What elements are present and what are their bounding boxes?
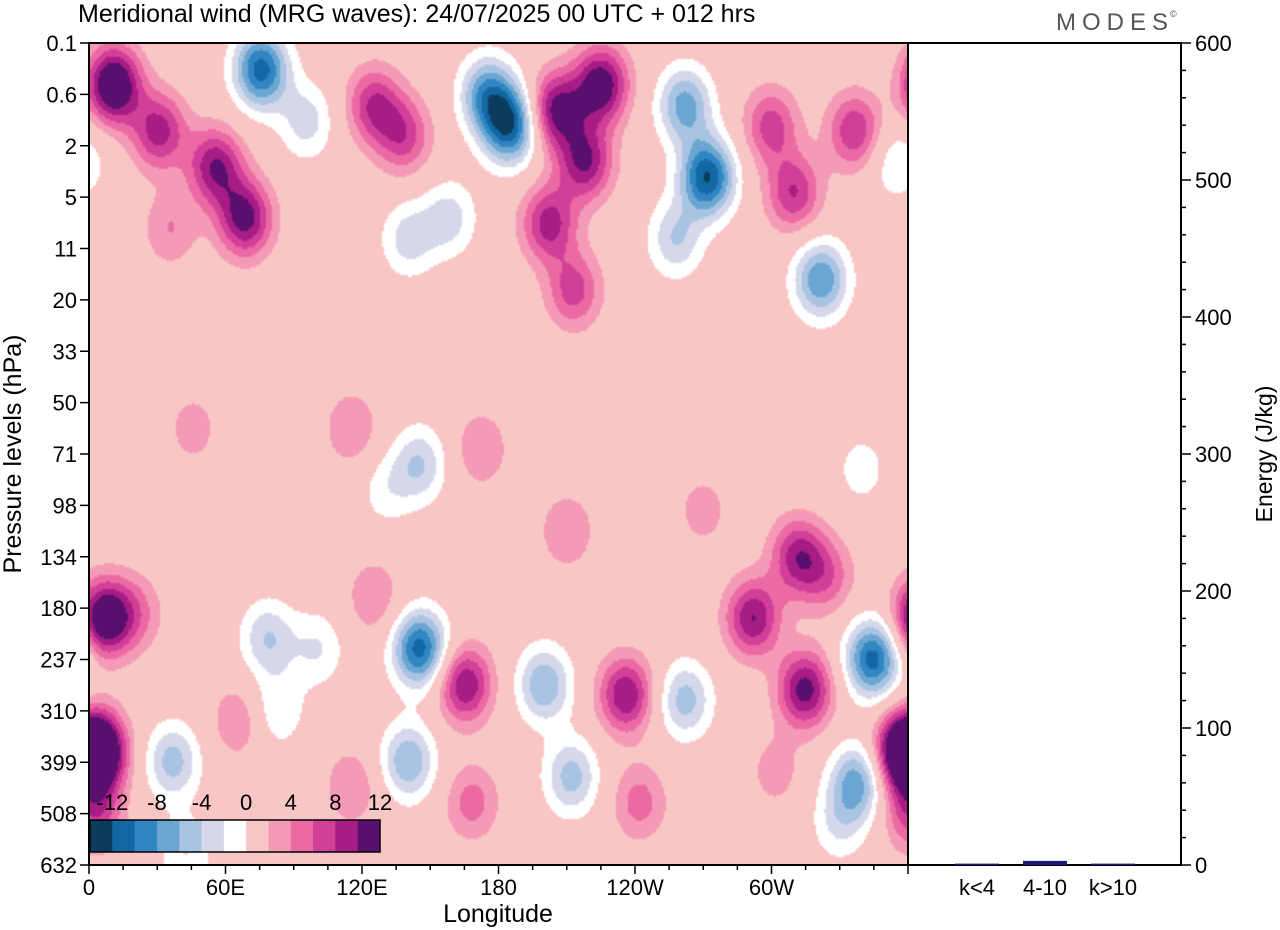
chart-title: Meridional wind (MRG waves): 24/07/2025 … — [78, 0, 755, 28]
energy-tick-label: 500 — [1195, 168, 1232, 193]
colorbar-swatch — [290, 820, 314, 852]
colorbar-swatch — [179, 820, 203, 852]
colorbar-label: 0 — [240, 790, 252, 815]
y-axis-label: Pressure levels (hPa) — [0, 335, 27, 574]
colorbar: -12 -8 -4 0 4 8 12 — [89, 790, 392, 853]
pressure-tick-label: 0.1 — [46, 31, 77, 56]
heatmap-field — [90, 43, 908, 865]
energy-bar — [955, 863, 999, 865]
pressure-tick-label: 50 — [53, 391, 77, 416]
colorbar-swatch — [223, 820, 247, 852]
heatmap — [90, 43, 908, 865]
longitude-tick-label: 120W — [606, 875, 664, 900]
pressure-tick-label: 98 — [53, 493, 77, 518]
longitude-tick-label: 60E — [206, 875, 245, 900]
pressure-tick-label: 20 — [53, 288, 77, 313]
energy-axis: 0 100 200 300 400 500 600 — [1181, 31, 1232, 878]
colorbar-swatch — [313, 820, 336, 852]
colorbar-swatch — [335, 820, 359, 852]
colorbar-label: -12 — [96, 790, 128, 815]
colorbar-swatch — [246, 820, 269, 852]
pressure-tick-label: 5 — [65, 185, 77, 210]
pressure-tick-label: 399 — [40, 750, 77, 775]
colorbar-swatch — [268, 820, 292, 852]
pressure-tick-label: 508 — [40, 802, 77, 827]
energy-category-label: 4-10 — [1023, 875, 1067, 900]
energy-category-label: k>10 — [1089, 875, 1137, 900]
energy-tick-label: 600 — [1195, 31, 1232, 56]
longitude-tick-label: 120E — [336, 875, 387, 900]
longitude-tick-label: 0 — [83, 875, 95, 900]
energy-panel-frame — [907, 42, 1182, 866]
pressure-tick-label: 180 — [40, 596, 77, 621]
pressure-tick-label: 0.6 — [46, 82, 77, 107]
energy-tick-label: 300 — [1195, 442, 1232, 467]
colorbar-label: 12 — [368, 790, 392, 815]
energy-tick-label: 200 — [1195, 579, 1232, 604]
energy-tick-label: 400 — [1195, 305, 1232, 330]
pressure-tick-label: 71 — [53, 442, 77, 467]
pressure-tick-label: 310 — [40, 699, 77, 724]
colorbar-swatch — [357, 820, 381, 852]
logo-mark: © — [1170, 9, 1177, 19]
colorbar-swatch — [90, 820, 113, 852]
longitude-tick-label: 60W — [749, 875, 794, 900]
colorbar-swatch — [201, 820, 225, 852]
energy-bar — [1023, 860, 1067, 865]
energy-bars: k<4 4-10 k>10 — [955, 860, 1137, 900]
colorbar-label: 8 — [329, 790, 341, 815]
colorbar-label: 4 — [285, 790, 297, 815]
pressure-tick-label: 237 — [40, 648, 77, 673]
pressure-tick-label: 632 — [40, 853, 77, 878]
x-axis-label: Longitude — [443, 900, 553, 928]
logo-text: MODES — [1056, 9, 1175, 36]
energy-category-label: k<4 — [959, 875, 995, 900]
energy-axis-label: Energy (J/kg) — [1251, 386, 1277, 523]
colorbar-swatch — [156, 820, 180, 852]
colorbar-frame — [89, 819, 381, 853]
colorbar-swatch — [134, 820, 158, 852]
colorbar-label: -8 — [147, 790, 167, 815]
energy-tick-label: 100 — [1195, 716, 1232, 741]
pressure-tick-label: 2 — [65, 134, 77, 159]
colorbar-label: -4 — [192, 790, 212, 815]
longitude-axis: 0 60E 120E 180 120W 60W — [83, 865, 909, 900]
colorbar-swatch — [112, 820, 136, 852]
energy-tick-label: 0 — [1195, 853, 1207, 878]
pressure-tick-label: 134 — [40, 545, 77, 570]
pressure-tick-label: 33 — [53, 339, 77, 364]
modes-logo: MODES© — [1056, 9, 1177, 37]
longitude-tick-label: 180 — [480, 875, 517, 900]
pressure-axis: 0.1 0.6 2 5 11 20 33 50 71 98 134 180 237 310 399 508 63… — [40, 31, 89, 878]
pressure-tick-label: 11 — [54, 237, 77, 262]
energy-bar — [1091, 863, 1135, 865]
